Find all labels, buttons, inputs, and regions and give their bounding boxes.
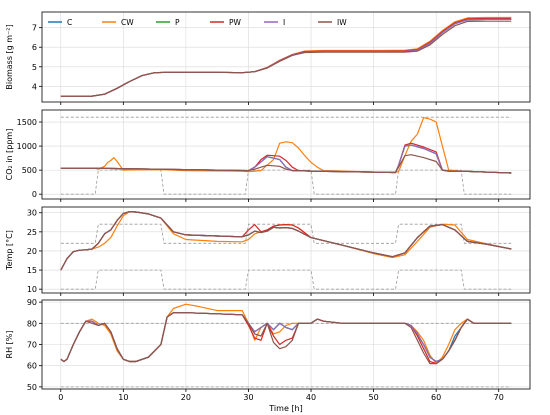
panel-0: 4 5 6 7 Biomass [g m⁻²] C CW P PW I IW xyxy=(5,11,531,105)
panel-frame xyxy=(41,299,531,390)
plot-area xyxy=(60,116,512,195)
y-tick-label: 90 xyxy=(27,298,37,307)
x-tick-label: 10 xyxy=(118,393,128,402)
x-tick-label: 0 xyxy=(58,393,63,402)
x-tick-label: 20 xyxy=(181,393,191,402)
series-line-pw xyxy=(60,211,512,271)
panel-frame xyxy=(41,206,531,294)
y-tick-label: 500 xyxy=(22,166,37,175)
y-tick-label: 1000 xyxy=(17,142,37,151)
plot-area xyxy=(60,211,512,290)
legend-label: CW xyxy=(121,18,134,27)
x-tick-label: 40 xyxy=(306,393,316,402)
series-line-p xyxy=(60,211,512,271)
plot-area xyxy=(60,303,512,388)
gridlines xyxy=(42,110,530,199)
legend: C CW P PW I IW xyxy=(48,18,347,27)
series-line-iw xyxy=(60,211,512,271)
gridlines xyxy=(42,207,530,293)
y-tick-label: 4 xyxy=(32,82,37,91)
y-axis-label: Biomass [g m⁻²] xyxy=(5,24,14,89)
x-tick-label: 60 xyxy=(431,393,441,402)
y-tick-label: 30 xyxy=(27,209,37,218)
y-tick-label: 10 xyxy=(27,285,37,294)
legend-label: IW xyxy=(337,18,347,27)
legend-label: C xyxy=(67,18,72,27)
y-tick-label: 7 xyxy=(32,24,37,33)
x-tick-label: 70 xyxy=(494,393,504,402)
panel-frame xyxy=(41,109,531,200)
y-tick-label: 1500 xyxy=(17,118,37,127)
y-tick-label: 6 xyxy=(32,43,37,52)
y-axis-label: RH [%] xyxy=(5,331,14,359)
series-line-cw xyxy=(60,211,512,271)
y-tick-label: 25 xyxy=(27,228,37,237)
bound-line xyxy=(60,169,512,195)
series-line-iw xyxy=(60,312,512,365)
series-line-i xyxy=(60,211,512,271)
x-tick-label: 30 xyxy=(243,393,253,402)
series-line-cw xyxy=(60,117,512,174)
x-axis-label: Time [h] xyxy=(268,404,302,413)
legend-label: I xyxy=(283,18,285,27)
y-tick-label: 80 xyxy=(27,319,37,328)
series-line-cw xyxy=(60,303,512,365)
bound-line xyxy=(60,269,512,290)
y-tick-label: 15 xyxy=(27,266,37,275)
y-tick-label: 70 xyxy=(27,341,37,350)
series-line-iw xyxy=(60,20,512,97)
y-axis-label: Temp [°C] xyxy=(5,230,14,271)
panel-2: 10 15 20 25 30 Temp [°C] xyxy=(5,206,531,296)
legend-label: PW xyxy=(229,18,242,27)
panel-frame xyxy=(41,11,531,103)
panel-3: 50 60 70 80 90 0 10 20 30 40 50 60 70 Time [h] RH [%] xyxy=(5,298,531,413)
y-tick-label: 50 xyxy=(27,383,37,392)
y-tick-label: 5 xyxy=(32,63,37,72)
y-tick-label: 60 xyxy=(27,362,37,371)
y-tick-label: 0 xyxy=(32,190,37,199)
x-tick-label: 50 xyxy=(368,393,378,402)
plot-area xyxy=(60,16,512,97)
series-line-c xyxy=(60,211,512,271)
y-tick-label: 20 xyxy=(27,247,37,256)
legend-label: P xyxy=(175,18,180,27)
y-axis-label: CO₂ in [ppm] xyxy=(5,129,14,181)
series-line-iw xyxy=(60,154,512,174)
series-line-cw xyxy=(60,16,512,97)
